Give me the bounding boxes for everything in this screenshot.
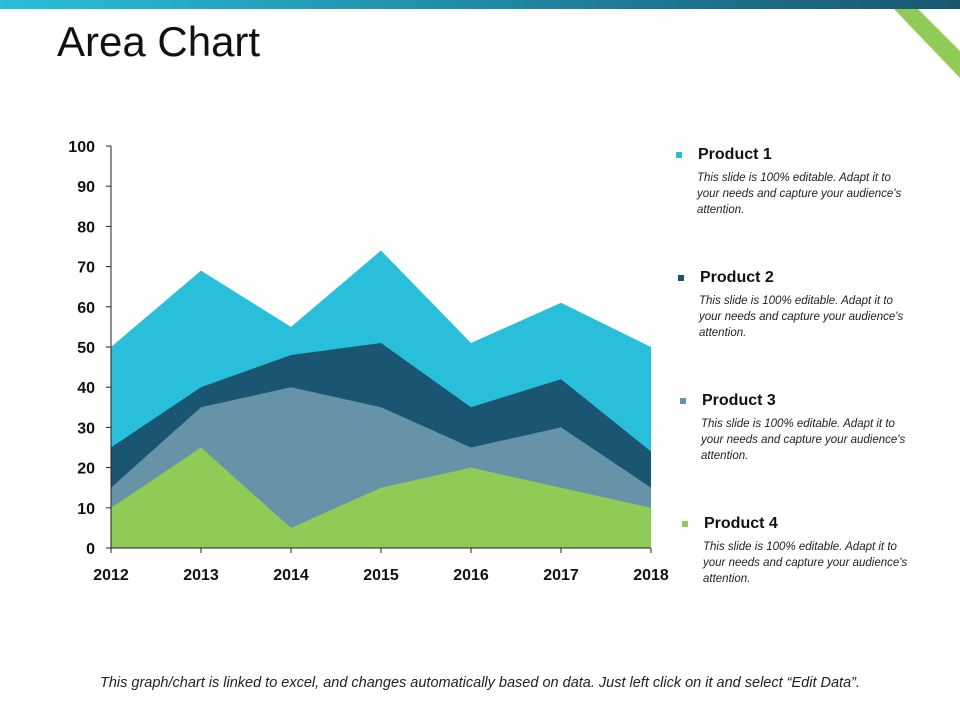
legend-description: This slide is 100% editable. Adapt it to… (701, 418, 906, 462)
x-tick-label: 2016 (453, 567, 489, 584)
y-axis-ticks: 0 10 20 30 40 50 60 70 80 90 100 (68, 139, 111, 558)
legend-description: This slide is 100% editable. Adapt it to… (703, 541, 908, 585)
x-axis-ticks: 2012 2013 2014 2015 2016 2017 2018 (93, 548, 669, 584)
y-tick-label: 90 (77, 179, 95, 196)
legend-item-product-4: Product 4 This slide is 100% editable. A… (682, 515, 922, 587)
top-accent-bar (0, 0, 960, 9)
legend-marker-product-1 (676, 152, 682, 158)
legend-item-product-2: Product 2 This slide is 100% editable. A… (678, 269, 918, 341)
legend-label: Product 3 (702, 392, 776, 409)
y-tick-label: 100 (68, 139, 95, 156)
legend-description: This slide is 100% editable. Adapt it to… (697, 172, 902, 216)
page-title: Area Chart (57, 18, 261, 65)
legend-label: Product 2 (700, 269, 774, 286)
legend-item-product-1: Product 1 This slide is 100% editable. A… (676, 146, 916, 218)
x-tick-label: 2012 (93, 567, 129, 584)
x-tick-label: 2018 (633, 567, 669, 584)
y-tick-label: 40 (77, 380, 95, 397)
x-tick-label: 2014 (273, 567, 309, 584)
footer-note: This graph/chart is linked to excel, and… (99, 675, 861, 691)
legend-marker-product-4 (682, 521, 688, 527)
x-tick-label: 2013 (183, 567, 219, 584)
y-tick-label: 50 (77, 340, 95, 357)
y-tick-label: 10 (77, 501, 95, 518)
legend-label: Product 4 (704, 515, 778, 532)
x-tick-label: 2017 (543, 567, 579, 584)
chart-areas (111, 250, 651, 548)
y-tick-label: 80 (77, 219, 95, 236)
y-tick-label: 20 (77, 461, 95, 478)
y-tick-label: 30 (77, 420, 95, 437)
x-tick-label: 2015 (363, 567, 399, 584)
y-tick-label: 60 (77, 300, 95, 317)
legend-marker-product-2 (678, 275, 684, 281)
y-tick-label: 0 (86, 541, 95, 558)
corner-accent-stripe (894, 9, 960, 78)
legend-item-product-3: Product 3 This slide is 100% editable. A… (680, 392, 920, 464)
legend-label: Product 1 (698, 146, 772, 163)
area-series-product-4 (111, 447, 651, 548)
legend-marker-product-3 (680, 398, 686, 404)
y-tick-label: 70 (77, 260, 95, 277)
legend-description: This slide is 100% editable. Adapt it to… (699, 295, 904, 339)
